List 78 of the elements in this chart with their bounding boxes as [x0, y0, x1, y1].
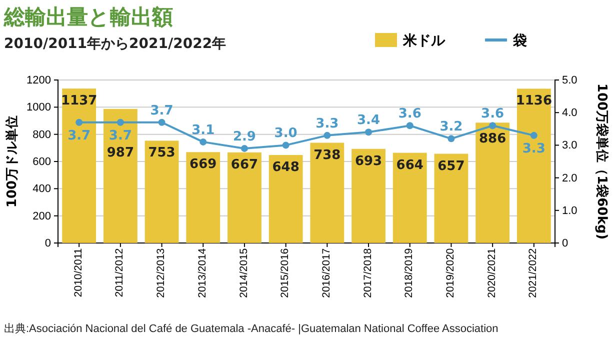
y-tick-label: 800: [32, 128, 51, 141]
point: [489, 122, 496, 130]
x-tick-label: 2021/2022: [527, 248, 540, 298]
x-tick-label: 2013/2014: [196, 248, 208, 298]
y-tick-label: 200: [32, 210, 51, 222]
y-tick-label: 600: [32, 156, 51, 168]
bar: [352, 148, 386, 243]
y-tick-label: 1000: [26, 102, 51, 114]
bar: [103, 108, 138, 243]
data-label: 3.4: [357, 113, 380, 128]
x-tick-label: 2011/2012: [114, 248, 126, 298]
legend-label: 米ドル: [402, 33, 446, 49]
y2-tick-label: 3.0: [562, 140, 578, 152]
point: [448, 135, 455, 142]
y2-tick-label: 5.0: [562, 74, 578, 87]
point: [530, 132, 538, 139]
y2-tick-label: 1.0: [562, 204, 578, 217]
data-label: 3.7: [150, 103, 174, 118]
chart-title: 総輸出量と輸出額: [3, 5, 173, 29]
data-label: 3.7: [68, 128, 91, 144]
point: [76, 118, 83, 126]
data-label: 693: [354, 154, 382, 169]
y2-axis-title: 100万袋単位（1袋60kg): [594, 83, 609, 240]
data-label: 886: [478, 132, 506, 147]
x-tick-label: 2020/2021: [486, 248, 498, 298]
point: [116, 118, 124, 126]
bar: [392, 152, 427, 243]
data-label: 657: [438, 158, 465, 174]
x-tick-label: 2017/2018: [362, 248, 374, 298]
y2-tick-label: 0: [562, 238, 568, 250]
data-label: 3.7: [108, 128, 132, 144]
bar: [516, 88, 551, 243]
data-label: 3.1: [192, 122, 215, 138]
point: [406, 122, 414, 130]
bar: [310, 142, 344, 243]
bar: [186, 152, 220, 243]
x-tick-label: 2012/2013: [155, 248, 168, 298]
x-tick-label: 2015/2016: [279, 248, 292, 298]
point: [200, 138, 207, 146]
point: [365, 128, 372, 136]
y-axis-title: 100万ドル単位: [5, 115, 20, 208]
data-label: 3.0: [274, 126, 298, 142]
y2-tick-label: 4.0: [562, 107, 578, 120]
x-tick-label: 2016/2017: [320, 248, 332, 298]
point: [282, 142, 290, 149]
point: [324, 132, 331, 139]
source-note: 出典:Asociación Nacional del Café de Guatemala -Anacafé- |Guatemalan National Coffee Association: [4, 322, 498, 335]
point: [240, 144, 248, 152]
x-tick-label: 2014/2015: [238, 248, 250, 298]
data-label: 667: [230, 157, 258, 172]
bar: [476, 122, 510, 243]
bar: [434, 154, 468, 243]
y-tick-label: 0: [44, 238, 51, 250]
x-tick-label: 2019/2020: [444, 248, 456, 298]
bar: [62, 88, 96, 243]
data-label: 2.9: [232, 129, 256, 144]
data-label: 3.2: [440, 120, 463, 135]
x-tick-label: 2018/2019: [403, 248, 416, 298]
x-tick-label: 2010/2011: [72, 248, 84, 298]
y2-tick-label: 2.0: [562, 172, 578, 184]
data-label: 753: [148, 146, 176, 161]
y-tick-label: 400: [32, 183, 51, 196]
data-label: 669: [190, 157, 217, 172]
chart-subtitle: 2010/2011年から2021/2022年: [4, 36, 226, 52]
data-label: 664: [396, 158, 424, 173]
point: [158, 118, 166, 126]
data-label: 3.3: [522, 141, 546, 156]
bar: [228, 152, 262, 243]
bar: [268, 154, 303, 243]
data-label: 3.6: [481, 106, 504, 122]
data-label: 738: [314, 148, 341, 163]
data-label: 648: [272, 160, 300, 175]
bar: [144, 140, 179, 243]
data-label: 3.6: [398, 106, 422, 122]
data-label: 3.3: [316, 116, 339, 132]
legend-label: 袋: [512, 33, 527, 49]
y-tick-label: 1200: [26, 74, 51, 87]
data-label: 987: [106, 145, 134, 160]
